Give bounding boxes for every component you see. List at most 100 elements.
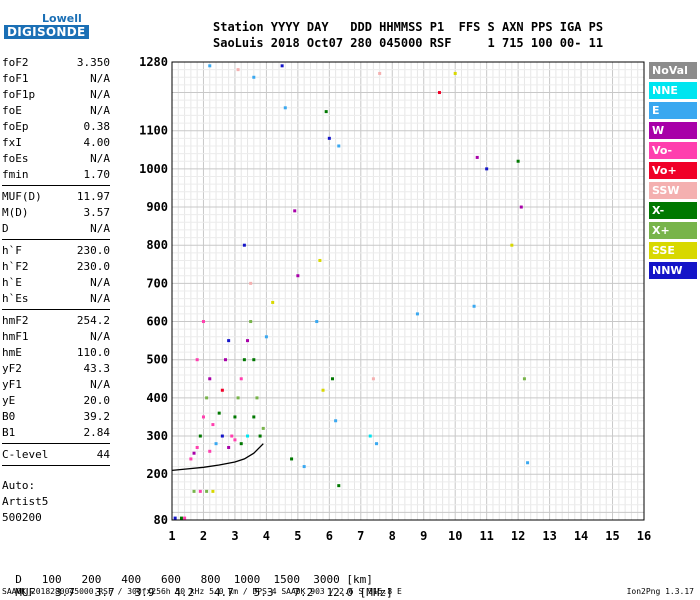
echo-point <box>337 144 341 148</box>
echo-point <box>246 339 250 343</box>
distance-label: D <box>15 573 22 586</box>
param-name: hmF2 <box>2 314 29 327</box>
parameter-panel: foF2 3.350 foF1 N/A foF1p N/A foE N/A foEp 0.38 fx… <box>2 55 110 469</box>
echo-point <box>217 411 221 415</box>
legend-item: W <box>649 122 697 139</box>
param-row: yF2 43.3 <box>2 361 110 377</box>
echo-point <box>378 71 382 75</box>
param-name: hmF1 <box>2 330 29 343</box>
echo-point <box>526 461 530 465</box>
legend-item: NoVal <box>649 62 697 79</box>
chart-grid <box>171 62 645 520</box>
param-name: yF1 <box>2 378 22 391</box>
echo-point <box>255 396 259 400</box>
echo-point <box>472 304 476 308</box>
echo-point <box>337 484 341 488</box>
param-row: h`E N/A <box>2 275 110 291</box>
param-row: h`F2 230.0 <box>2 259 110 275</box>
echo-point <box>208 377 212 381</box>
param-row: fxI 4.00 <box>2 135 110 151</box>
param-row: B1 2.84 <box>2 425 110 441</box>
param-value: 3.57 <box>83 206 111 219</box>
artist-code: 500200 <box>2 511 42 524</box>
param-value: N/A <box>90 104 110 117</box>
echo-point <box>264 335 268 339</box>
echo-point <box>293 209 297 213</box>
y-tick-label: 900 <box>146 200 168 214</box>
echo-point <box>189 457 193 461</box>
x-tick-label: 12 <box>511 529 525 543</box>
param-name: foF1 <box>2 72 29 85</box>
software-version: Ion2Png 1.3.17 <box>626 587 694 596</box>
echo-point <box>371 377 375 381</box>
muf-label: MUF <box>15 586 36 599</box>
echo-point <box>519 205 523 209</box>
y-tick-label: 400 <box>146 391 168 405</box>
axis-ticks: 1 2 3 4 5 6 7 8 9 10 11 12 13 14 15 1680200300400500600… <box>139 55 651 543</box>
echo-point <box>475 155 479 159</box>
legend-item: NNE <box>649 82 697 99</box>
x-tick-label: 11 <box>479 529 493 543</box>
legend-item: X+ <box>649 222 697 239</box>
param-row: foEs N/A <box>2 151 110 167</box>
param-value: 39.2 <box>83 410 111 423</box>
echo-point <box>330 377 334 381</box>
header-line-1: Station YYYY DAY DDD HHMMSS P1 FFS S AXN… <box>213 20 604 34</box>
y-tick-label: 500 <box>146 353 168 367</box>
legend-item: SSW <box>649 182 697 199</box>
echo-point <box>375 442 379 446</box>
param-name: fxI <box>2 136 22 149</box>
x-tick-label: 7 <box>357 529 364 543</box>
x-tick-label: 6 <box>326 529 333 543</box>
param-row: C-level 44 <box>2 447 110 463</box>
param-value: N/A <box>90 152 110 165</box>
x-tick-label: 16 <box>637 529 651 543</box>
x-tick-label: 2 <box>200 529 207 543</box>
echo-point <box>239 377 243 381</box>
param-row: foF1 N/A <box>2 71 110 87</box>
chart-frame <box>171 61 645 521</box>
param-row: hmE 110.0 <box>2 345 110 361</box>
echo-point <box>252 75 256 79</box>
echo-point <box>437 91 441 95</box>
echo-point <box>201 320 205 324</box>
param-row: foEp 0.38 <box>2 119 110 135</box>
param-row: yE 20.0 <box>2 393 110 409</box>
echo-point <box>208 64 212 68</box>
y-tick-label: 700 <box>146 276 168 290</box>
echo-point <box>290 457 294 461</box>
legend-item: NNW <box>649 262 697 279</box>
echo-point <box>205 489 209 493</box>
muf-frequency-row: MUF 3.7 3.7 3.9 4.2 4.7 5.3 7.2 12.0 [MH… <box>2 573 393 599</box>
echo-point <box>227 339 231 343</box>
digisonde-logo: Lowell DIGISONDE <box>4 12 89 40</box>
muf-values: 3.7 3.7 3.9 4.2 4.7 5.3 7.2 12.0 [MHz] <box>35 586 393 599</box>
param-value: 11.97 <box>76 190 110 203</box>
param-row: B0 39.2 <box>2 409 110 425</box>
echo-point <box>280 64 284 68</box>
y-tick-label: 1100 <box>139 124 168 138</box>
header-line-2: SaoLuis 2018 Oct07 280 045000 RSF 1 715 … <box>213 36 604 50</box>
param-row: yF1 N/A <box>2 377 110 393</box>
echo-point <box>252 415 256 419</box>
param-name: foEs <box>2 152 29 165</box>
echo-point <box>211 423 215 427</box>
echo-point <box>242 243 246 247</box>
param-value: 230.0 <box>76 260 110 273</box>
echo-point <box>211 489 215 493</box>
echo-point <box>192 489 196 493</box>
echo-point <box>192 451 196 455</box>
echo-point <box>315 320 319 324</box>
distance-values: 100 200 400 600 800 1000 1500 3000 [km] <box>21 573 373 586</box>
x-tick-label: 4 <box>263 529 270 543</box>
echo-point <box>522 377 526 381</box>
param-row: hmF1 N/A <box>2 329 110 345</box>
param-name: D <box>2 222 9 235</box>
param-name: foE <box>2 104 22 117</box>
param-row: foF2 3.350 <box>2 55 110 71</box>
param-name: foF2 <box>2 56 29 69</box>
logo-digisonde-text: DIGISONDE <box>4 25 89 39</box>
auto-label: Auto: <box>2 479 36 492</box>
x-tick-label: 14 <box>574 529 588 543</box>
param-row: foF1p N/A <box>2 87 110 103</box>
